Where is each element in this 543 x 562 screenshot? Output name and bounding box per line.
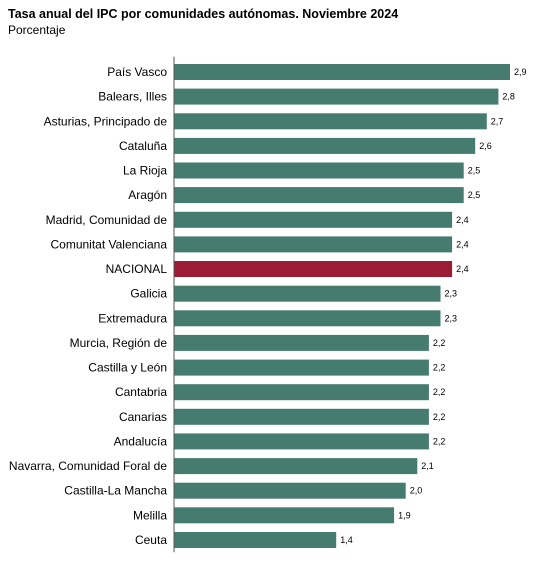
category-label: Balears, Illes <box>98 90 167 104</box>
value-label: 2,4 <box>456 239 469 249</box>
value-label: 2,2 <box>433 363 446 373</box>
chart-subtitle: Porcentaje <box>8 23 66 37</box>
category-label: Extremadura <box>98 311 167 325</box>
bar <box>174 408 429 425</box>
value-label: 2,5 <box>468 190 481 200</box>
bar <box>174 507 395 524</box>
bar <box>174 236 453 253</box>
value-label: 1,4 <box>340 535 353 545</box>
bar <box>174 310 441 327</box>
category-label: Comunitat Valenciana <box>50 237 167 251</box>
value-label: 2,4 <box>456 215 469 225</box>
value-label: 2,2 <box>433 338 446 348</box>
value-label: 2,3 <box>445 313 458 323</box>
bar <box>174 433 429 450</box>
value-label: 2,0 <box>410 486 423 496</box>
category-label: Andalucía <box>114 434 168 448</box>
category-label: Galicia <box>130 287 167 301</box>
category-label: Melilla <box>133 508 167 522</box>
bar <box>174 187 464 204</box>
value-label: 1,9 <box>398 510 411 520</box>
value-label: 2,4 <box>456 264 469 274</box>
value-label: 2,8 <box>502 92 515 102</box>
bar <box>174 285 441 302</box>
value-label: 2,9 <box>514 67 527 77</box>
bar <box>174 359 429 376</box>
category-label: NACIONAL <box>106 262 168 276</box>
bar <box>174 261 453 277</box>
bar <box>174 384 429 401</box>
bar <box>174 458 418 475</box>
bar <box>174 334 429 351</box>
bar <box>174 211 453 228</box>
category-label: La Rioja <box>123 164 167 178</box>
category-label: País Vasco <box>107 65 167 79</box>
bar <box>174 64 510 80</box>
category-label: Cataluña <box>119 139 167 153</box>
value-label: 2,1 <box>421 461 434 471</box>
category-label: Castilla y León <box>88 361 167 375</box>
category-label: Madrid, Comunidad de <box>46 213 168 227</box>
category-label: Ceuta <box>135 533 167 547</box>
chart-title: Tasa anual del IPC por comunidades autón… <box>8 7 399 21</box>
bar <box>174 137 476 154</box>
value-label: 2,7 <box>491 116 504 126</box>
category-label: Canarias <box>119 410 167 424</box>
value-label: 2,2 <box>433 436 446 446</box>
category-label: Navarra, Comunidad Foral de <box>9 459 167 473</box>
bar <box>174 88 499 105</box>
value-label: 2,5 <box>468 166 481 176</box>
category-label: Aragón <box>128 188 167 202</box>
bars-layer: País Vasco 2,9 Balears, Illes 2,8 Asturias, … <box>9 64 527 548</box>
category-label: Murcia, Región de <box>70 336 168 350</box>
bar <box>174 162 464 179</box>
value-label: 2,2 <box>433 412 446 422</box>
value-label: 2,2 <box>433 387 446 397</box>
category-label: Asturias, Principado de <box>44 114 168 128</box>
bar <box>174 482 406 499</box>
value-label: 2,6 <box>479 141 492 151</box>
bar <box>174 113 487 130</box>
category-label: Cantabria <box>115 385 167 399</box>
category-label: Castilla-La Mancha <box>64 484 167 498</box>
value-label: 2,3 <box>445 289 458 299</box>
bar <box>174 532 337 548</box>
